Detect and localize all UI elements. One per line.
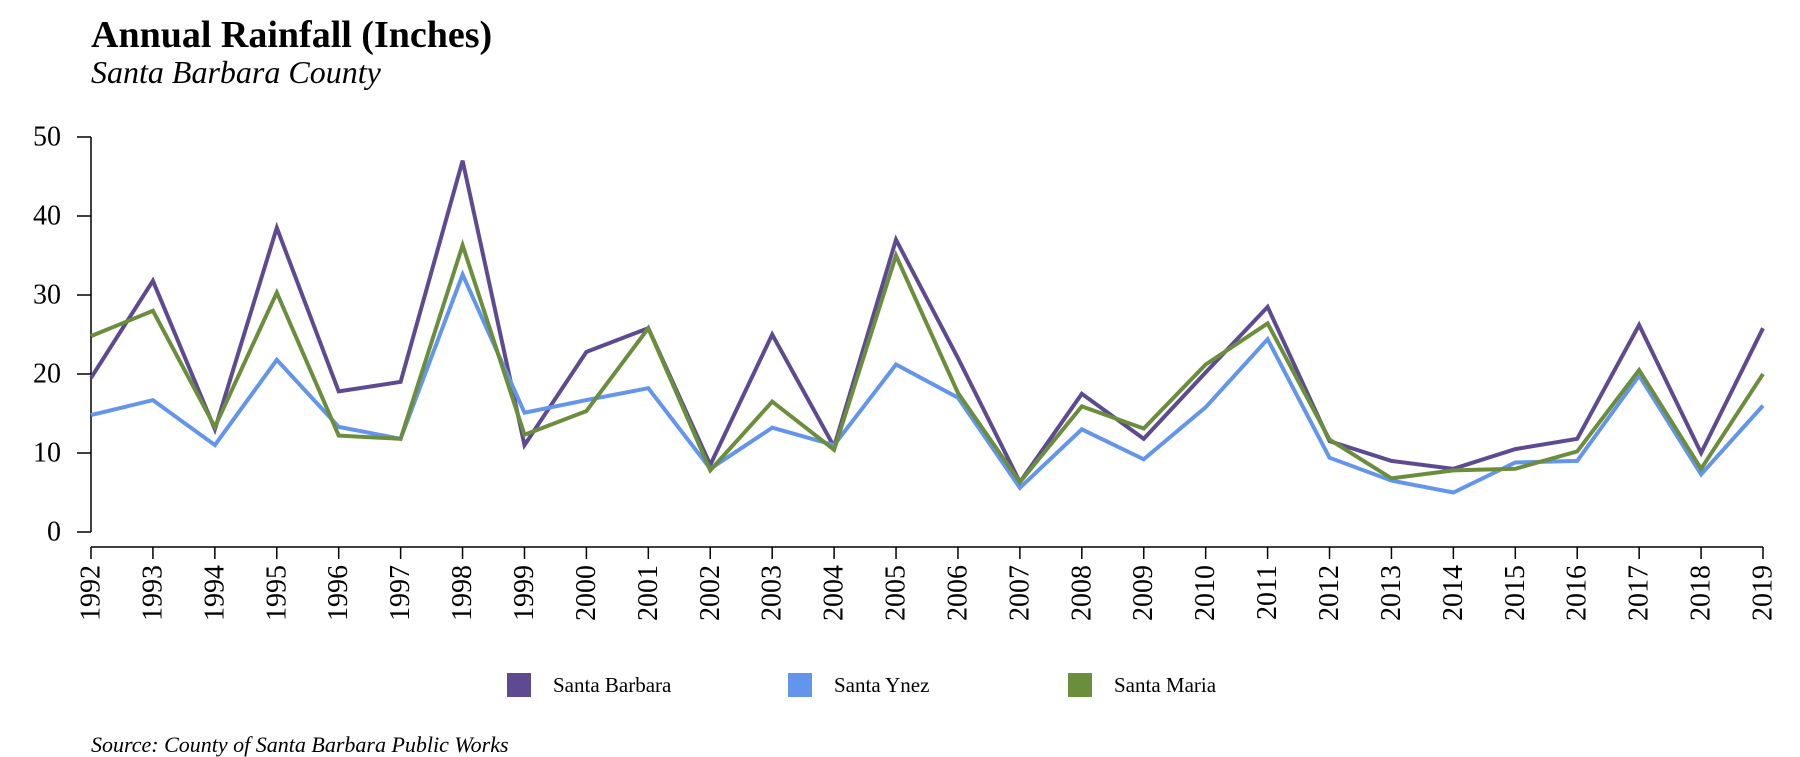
legend-label-santa-maria: Santa Maria (1114, 673, 1217, 697)
x-tick-label: 1999 (509, 565, 540, 621)
x-tick-label: 1994 (199, 565, 230, 621)
y-tick-label: 40 (33, 201, 61, 232)
legend-label-santa-ynez: Santa Ynez (834, 673, 929, 697)
x-tick-label: 1992 (76, 565, 107, 621)
chart-subtitle: Santa Barbara County (91, 54, 381, 90)
x-tick-label: 2009 (1128, 565, 1159, 621)
chart-source-note: Source: County of Santa Barbara Public W… (91, 732, 509, 757)
x-tick-label: 1995 (261, 565, 292, 621)
x-tick-label: 2016 (1562, 565, 1593, 621)
x-tick-label: 2010 (1190, 565, 1221, 621)
y-tick-label: 0 (47, 517, 61, 548)
legend-label-santa-barbara: Santa Barbara (553, 673, 672, 697)
x-tick-label: 2019 (1748, 565, 1779, 621)
y-tick-label: 50 (33, 122, 61, 153)
x-tick-label: 2007 (1004, 565, 1035, 621)
x-tick-label: 2017 (1624, 565, 1655, 621)
x-tick-label: 1998 (447, 565, 478, 621)
x-tick-label: 2014 (1438, 565, 1469, 621)
x-tick-label: 2012 (1314, 565, 1345, 621)
x-tick-label: 2002 (695, 565, 726, 621)
series-line-santa-barbara (89, 160, 1765, 487)
x-tick-label: 2004 (819, 565, 850, 621)
y-tick-label: 30 (33, 280, 61, 311)
x-tick-label: 2011 (1252, 565, 1283, 620)
x-tick-label: 2005 (881, 565, 912, 621)
x-tick-label: 2013 (1376, 565, 1407, 621)
chart-axes: 0 10 20 30 40 50 1992 1993 1994 1995 1996 1997 1998 1… (33, 122, 1779, 622)
x-tick-label: 2018 (1686, 565, 1717, 621)
x-tick-label: 1997 (385, 565, 416, 621)
x-tick-label: 1993 (137, 565, 168, 621)
y-tick-label: 20 (33, 359, 61, 390)
legend-swatch-santa-ynez (788, 673, 812, 697)
x-tick-label: 2000 (571, 565, 602, 621)
x-tick-label: 2001 (633, 565, 664, 621)
legend-swatch-santa-barbara (507, 673, 531, 697)
legend-swatch-santa-maria (1068, 673, 1092, 697)
y-tick-label: 10 (33, 438, 61, 469)
x-tick-label: 2003 (757, 565, 788, 621)
series-line-santa-maria (90, 238, 1765, 486)
chart-title: Annual Rainfall (Inches) (91, 14, 493, 56)
x-tick-label: 2006 (942, 565, 973, 621)
chart-series-lines (89, 160, 1765, 495)
x-tick-label: 1996 (323, 565, 354, 621)
x-tick-label: 2015 (1500, 565, 1531, 621)
x-tick-label: 2008 (1066, 565, 1097, 621)
series-line-santa-ynez (90, 269, 1765, 495)
chart-legend: Santa Barbara Santa Ynez Santa Maria (507, 673, 1217, 697)
